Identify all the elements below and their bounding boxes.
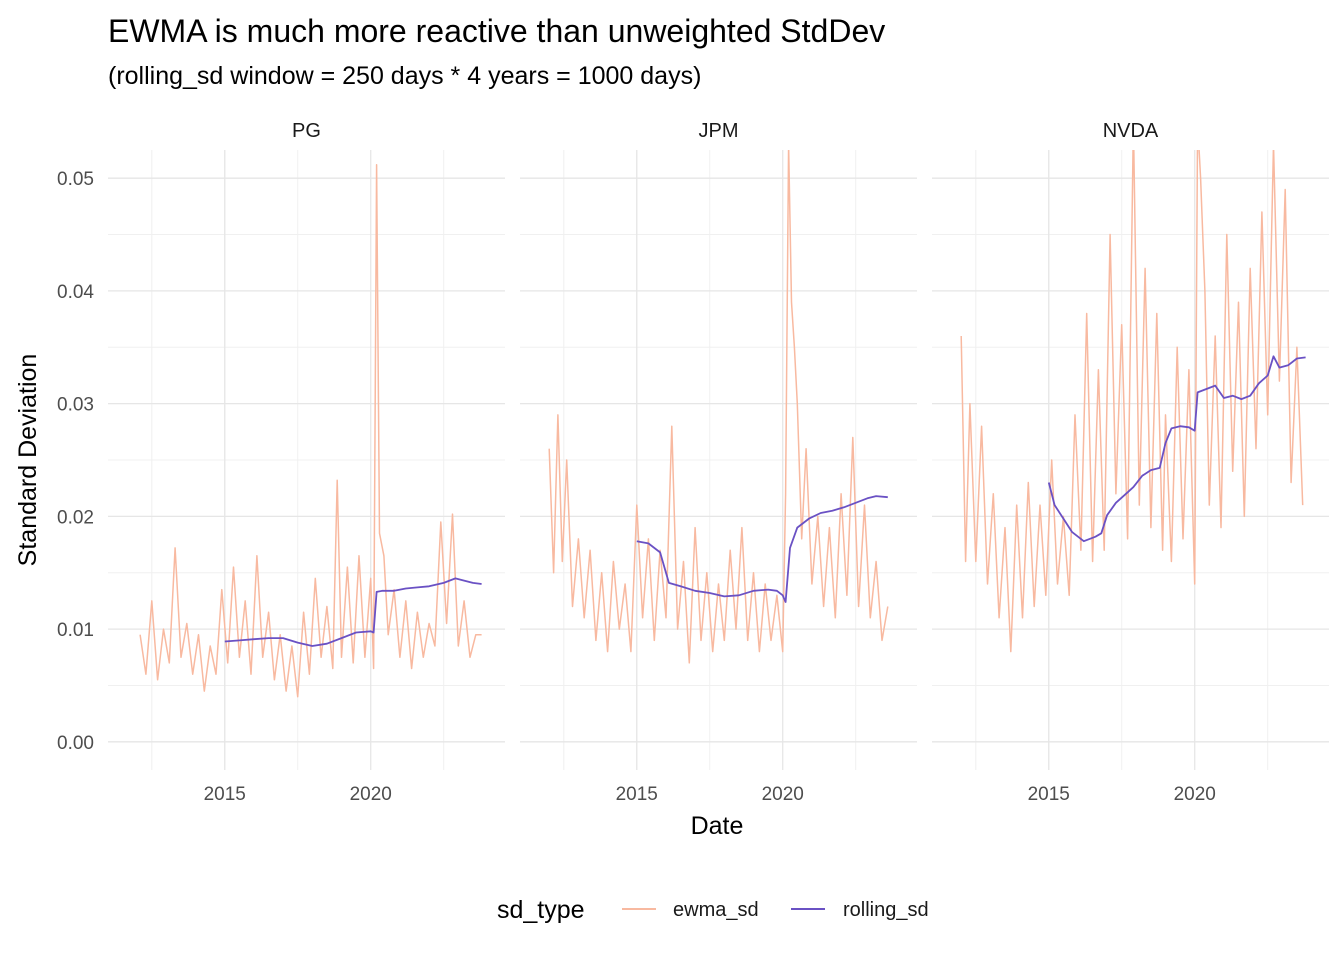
series-line-ewma-sd-jpm <box>548 150 889 664</box>
y-tick-label: 0.02 <box>57 507 94 528</box>
x-tick-label: 2020 <box>762 784 804 805</box>
x-tick-label: 2015 <box>616 784 658 805</box>
series-line-rolling-sd-jpm <box>636 495 888 603</box>
x-axis-title: Date <box>691 812 744 840</box>
facet-panel-pg: PG 2015 2020 0.00 0.01 0.02 0.03 0.04 0.05 <box>57 120 505 805</box>
facet-panel-jpm: JPM 2015 2020 <box>520 120 917 805</box>
y-tick-label: 0.00 <box>57 733 94 754</box>
series-group <box>548 150 889 664</box>
legend-label-ewma-sd: ewma_sd <box>673 899 759 921</box>
y-axis-title: Standard Deviation <box>14 354 42 567</box>
series-line-ewma-sd-pg <box>139 163 482 698</box>
series-group <box>139 163 482 698</box>
legend-title: sd_type <box>497 896 585 924</box>
chart-subtitle: (rolling_sd window = 250 days * 4 years … <box>108 62 701 90</box>
series-group <box>960 150 1306 653</box>
facet-strip-label: NVDA <box>1103 120 1159 142</box>
x-tick-label: 2020 <box>350 784 392 805</box>
facet-strip-label: PG <box>292 120 321 142</box>
facet-strip-label: JPM <box>699 120 739 142</box>
y-tick-label: 0.04 <box>57 282 94 303</box>
series-line-ewma-sd-nvda <box>960 150 1304 653</box>
facet-panels: PG 2015 2020 0.00 0.01 0.02 0.03 0.04 0.05 JPM 201… <box>57 120 1329 805</box>
legend: sd_type ewma_sd rolling_sd <box>497 896 929 924</box>
x-tick-label: 2015 <box>1028 784 1070 805</box>
y-tick-label: 0.05 <box>57 169 94 190</box>
y-tick-label: 0.03 <box>57 395 94 416</box>
series-line-rolling-sd-pg <box>224 577 482 647</box>
legend-label-rolling-sd: rolling_sd <box>843 899 929 921</box>
y-tick-label: 0.01 <box>57 620 94 641</box>
series-line-rolling-sd-nvda <box>1047 355 1306 543</box>
facet-panel-nvda: NVDA 2015 2020 <box>932 120 1329 805</box>
x-tick-label: 2015 <box>204 784 246 805</box>
x-tick-label: 2020 <box>1174 784 1216 805</box>
chart-title: EWMA is much more reactive than unweight… <box>108 13 885 49</box>
